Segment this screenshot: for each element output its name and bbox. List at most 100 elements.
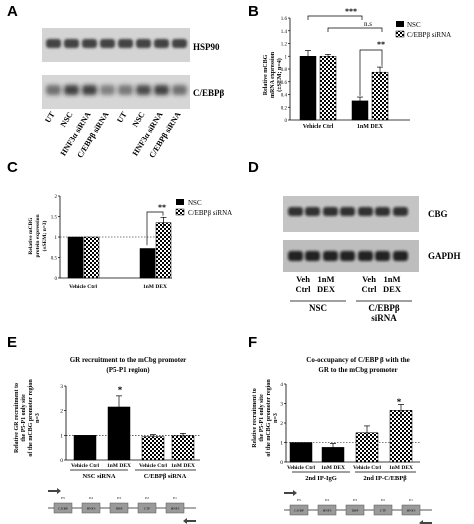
- band-hsp90: [100, 39, 115, 48]
- band-cbg: [393, 207, 408, 216]
- y-tick-label: 1.6: [281, 17, 288, 22]
- band-cebpb: [64, 85, 79, 95]
- y-tick-label: 0.2: [281, 106, 288, 111]
- forward-primer-arrow-icon: [284, 490, 297, 496]
- cebpb-bands: [46, 85, 187, 95]
- panel-b-letter: B: [248, 3, 259, 20]
- bar: [155, 222, 172, 279]
- promoter-site-label: P3: [353, 498, 357, 502]
- f-ylabel-1: Relative recruitment to: [252, 388, 258, 448]
- e-title-1: GR recruitment to the mCbg promoter: [70, 356, 187, 364]
- b-sig-ns: n.s: [364, 20, 372, 28]
- panel-a-letter: A: [7, 3, 18, 20]
- bar: [289, 442, 313, 463]
- promoter-box-label: CTF: [144, 507, 150, 511]
- reverse-primer-arrow-icon: [419, 520, 432, 524]
- promoter-box-label: CTF: [380, 509, 386, 513]
- band-cbg: [323, 207, 338, 216]
- promoter-site-label: P3: [117, 496, 121, 500]
- band-gapdh: [305, 251, 320, 261]
- panel-e: GR recruitment to the mCbg promoter (P5-…: [14, 356, 200, 524]
- x-category-label: 1nM DEX: [357, 124, 384, 130]
- forward-primer-arrow-icon: [48, 488, 61, 494]
- x-category-label: 1nM DEX: [389, 465, 413, 471]
- bar: [67, 236, 84, 279]
- band-cebpb: [82, 85, 97, 95]
- band-hsp90: [46, 39, 61, 48]
- c-legend-swatch-sirna: [175, 208, 185, 216]
- y-tick-label: 3: [60, 384, 63, 390]
- e-group-2: C/EBPβ siRNA: [144, 473, 187, 480]
- cbg-bands: [288, 207, 408, 216]
- x-category-label: Vehicle Ctrl: [71, 463, 100, 469]
- panel-c: Relative mCBG protein expression (±SEM; …: [28, 195, 232, 290]
- c-ylabel-1: Relative mCBG: [28, 217, 34, 255]
- blot-label-cbg: CBG: [428, 209, 448, 219]
- f-sig: *: [397, 397, 402, 407]
- band-cbg: [358, 207, 373, 216]
- promoter-box: [81, 502, 101, 514]
- band-cebpb: [172, 85, 187, 95]
- f-ylabel-3: of the mCBG promoter region: [266, 379, 272, 457]
- e-group-1: NSC siRNA: [82, 473, 115, 480]
- promoter-box-label: HNF3: [171, 507, 180, 511]
- promoter-box: [373, 504, 393, 516]
- x-category-label: Vehicle Ctrl: [287, 465, 316, 471]
- f-group-1: 2nd IP-IgG: [305, 475, 337, 482]
- lane-label: DEX: [383, 284, 402, 294]
- y-tick-label: 1: [285, 55, 288, 60]
- y-tick-label: 1.4: [281, 30, 288, 35]
- band-gapdh: [358, 251, 373, 261]
- panel-b: Relative mCBG mRNA expression (±SEM; n=4…: [263, 7, 451, 130]
- x-category-label: 1nM DEX: [321, 465, 345, 471]
- bar: [83, 236, 100, 279]
- y-tick-label: 0: [285, 119, 288, 124]
- e-title-2: (P5-P1 region): [106, 366, 150, 374]
- band-cebpb: [154, 85, 169, 95]
- promoter-box-label: C/EBP: [294, 509, 304, 513]
- b-ylabel-1: Relative mCBG: [263, 54, 269, 95]
- sig-bracket: [146, 211, 164, 246]
- promoter-site-label: P5: [297, 498, 301, 502]
- e-sig: *: [118, 385, 123, 395]
- y-tick-label: 1.2: [281, 43, 288, 48]
- c-ylabel-3: (±SEM; n=3): [41, 220, 48, 251]
- x-category-label: 1nM DEX: [107, 463, 131, 469]
- y-tick-label: 1: [280, 441, 283, 447]
- band-gapdh: [323, 251, 338, 261]
- promoter-box: [317, 504, 337, 516]
- y-tick-label: 0: [60, 458, 63, 464]
- x-category-label: Vehicle Ctrl: [69, 284, 98, 290]
- x-category-label: 1nM DEX: [143, 284, 167, 290]
- band-cbg: [340, 207, 355, 216]
- y-tick-label: 0.6: [281, 81, 288, 86]
- bar: [389, 410, 413, 463]
- lane-label: UT: [115, 110, 129, 125]
- sig-bracket-upper: [307, 15, 363, 20]
- y-tick-label: 0.5: [51, 257, 58, 262]
- c-legend-swatch-nsc: [176, 199, 184, 205]
- y-tick-label: 2: [55, 195, 58, 200]
- promoter-site-label: P5: [61, 496, 65, 500]
- c-legend-sirna: C/EBPβ siRNA: [188, 209, 232, 217]
- y-tick-label: 0: [280, 460, 283, 466]
- promoter-diagram-f: P5 C/EBP P4 HNF3 P3 DBP P2 CTF P1 HNF3: [284, 490, 432, 524]
- band-gapdh: [393, 251, 408, 261]
- band-cbg: [305, 207, 320, 216]
- y-tick-label: 4: [280, 382, 283, 388]
- promoter-diagram-e: P5 C/EBP P4 HNF3 P3 DBP P2 CTF P1 HNF3: [48, 488, 196, 524]
- panel-f-letter: F: [248, 334, 258, 351]
- y-tick-label: 1: [55, 236, 58, 241]
- bar: [141, 436, 165, 461]
- lane-label: Veh: [362, 274, 376, 284]
- y-tick-label: 1.5: [51, 216, 58, 221]
- lane-label: UT: [43, 110, 57, 125]
- promoter-site-label: P4: [89, 496, 93, 500]
- y-tick-label: 2: [280, 421, 283, 427]
- y-tick-label: 1: [60, 433, 63, 439]
- promoter-box: [401, 504, 421, 516]
- promoter-box: [109, 502, 129, 514]
- promoter-box: [137, 502, 157, 514]
